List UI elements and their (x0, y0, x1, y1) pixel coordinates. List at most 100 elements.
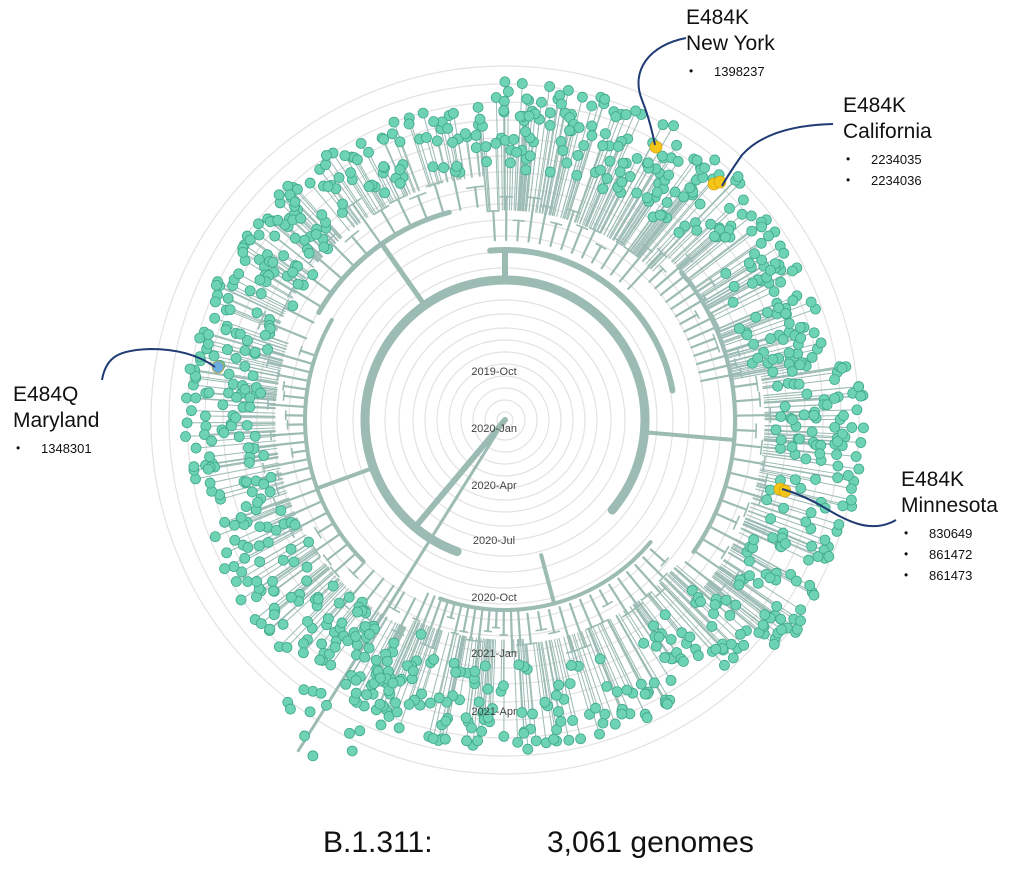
tip-node (374, 698, 386, 710)
callout-maryland: E484Q Maryland 1348301 (13, 382, 99, 459)
branch-stem (283, 306, 315, 324)
branch-stem (681, 236, 726, 274)
tip-node (527, 708, 538, 720)
branch-stem (664, 577, 732, 645)
tip-node (482, 712, 494, 723)
branch-stem (379, 241, 428, 308)
tip-node (285, 703, 296, 715)
tip-node (659, 652, 671, 663)
tip-node (748, 534, 760, 545)
tip-node (631, 152, 643, 164)
tip-node (738, 639, 750, 651)
tip-node (778, 502, 789, 514)
tip-node (350, 674, 362, 686)
branch-stem (553, 96, 583, 217)
tip-node (648, 677, 660, 689)
tip-node (407, 665, 419, 677)
tip-node (795, 332, 807, 344)
branch-stem (241, 534, 307, 573)
branch-stem (648, 267, 665, 283)
tip-node (281, 641, 293, 653)
branch-arc (720, 545, 730, 560)
tip-node (325, 659, 337, 671)
branch-stem (500, 137, 503, 211)
branch-arc (602, 600, 613, 608)
genome-id: 2234035 (843, 149, 932, 170)
branch-arc (487, 247, 676, 394)
branch-stem (665, 577, 739, 649)
tip-node (298, 684, 310, 696)
branch-stem (380, 208, 397, 236)
tip-node (472, 735, 483, 747)
branch-stem (579, 145, 610, 225)
tip-node (242, 542, 254, 553)
tip-node (327, 580, 339, 592)
branch-stem (612, 168, 657, 241)
tip-node (299, 234, 311, 246)
tip-node (381, 655, 393, 667)
branch-stem (393, 121, 420, 191)
branch-arc (466, 185, 485, 190)
tip-node (768, 286, 780, 297)
branch-stem (477, 638, 487, 742)
branch-stem (712, 291, 775, 322)
tip-node (230, 412, 241, 424)
tip-node (770, 424, 782, 436)
tip-node (732, 171, 744, 182)
branch-stem (240, 499, 290, 518)
branch-stem (638, 191, 694, 259)
tip-node (694, 198, 706, 210)
branch-stem (542, 171, 551, 214)
branch-stem (642, 556, 665, 579)
time-ring (320, 235, 690, 605)
branch-stem (467, 637, 474, 674)
time-ring (460, 375, 550, 465)
tip-node (823, 551, 835, 562)
lineage-label: B.1.311: (323, 826, 433, 859)
tip-node (476, 725, 488, 737)
branch-stem (232, 285, 286, 313)
branch-stem (219, 364, 280, 378)
time-ring (484, 399, 526, 441)
branch-stem (700, 537, 727, 554)
tip-node (345, 167, 356, 179)
tip-node (370, 654, 382, 666)
tip-node (855, 390, 867, 402)
branch-stem (608, 167, 650, 239)
tip-node (831, 449, 842, 460)
tip-node (386, 128, 398, 140)
branch-stem (438, 633, 455, 699)
tip-node (793, 378, 805, 390)
tip-node (746, 225, 758, 237)
branch-stem (483, 638, 491, 721)
time-ring (384, 299, 626, 541)
tip-node (254, 556, 266, 568)
branch-stem (492, 209, 497, 242)
branch-stem (327, 239, 356, 268)
branch-stem (422, 112, 443, 184)
branch-stem (556, 127, 580, 217)
branch-stem (701, 252, 785, 303)
tip-node (222, 344, 233, 355)
tip-node (285, 543, 297, 555)
tip-node (375, 719, 387, 731)
tip-node (199, 429, 210, 440)
branch-arc (754, 423, 758, 439)
tip-node (337, 198, 348, 210)
tip-node (479, 660, 491, 672)
tip-node (611, 686, 623, 698)
tip-node (246, 486, 258, 498)
tip-node (249, 430, 261, 442)
branch-arc (486, 210, 500, 213)
tip-node (773, 302, 785, 314)
tip-node (229, 534, 241, 546)
tip-node (203, 387, 215, 399)
branch-stem (277, 373, 310, 383)
tip-node (231, 391, 242, 403)
tip-node (832, 436, 843, 448)
tip-node (555, 716, 567, 727)
callout-leader-lines (101, 37, 897, 528)
branch-stem (553, 639, 574, 722)
tip-node (719, 231, 731, 243)
tip-node (571, 169, 583, 181)
